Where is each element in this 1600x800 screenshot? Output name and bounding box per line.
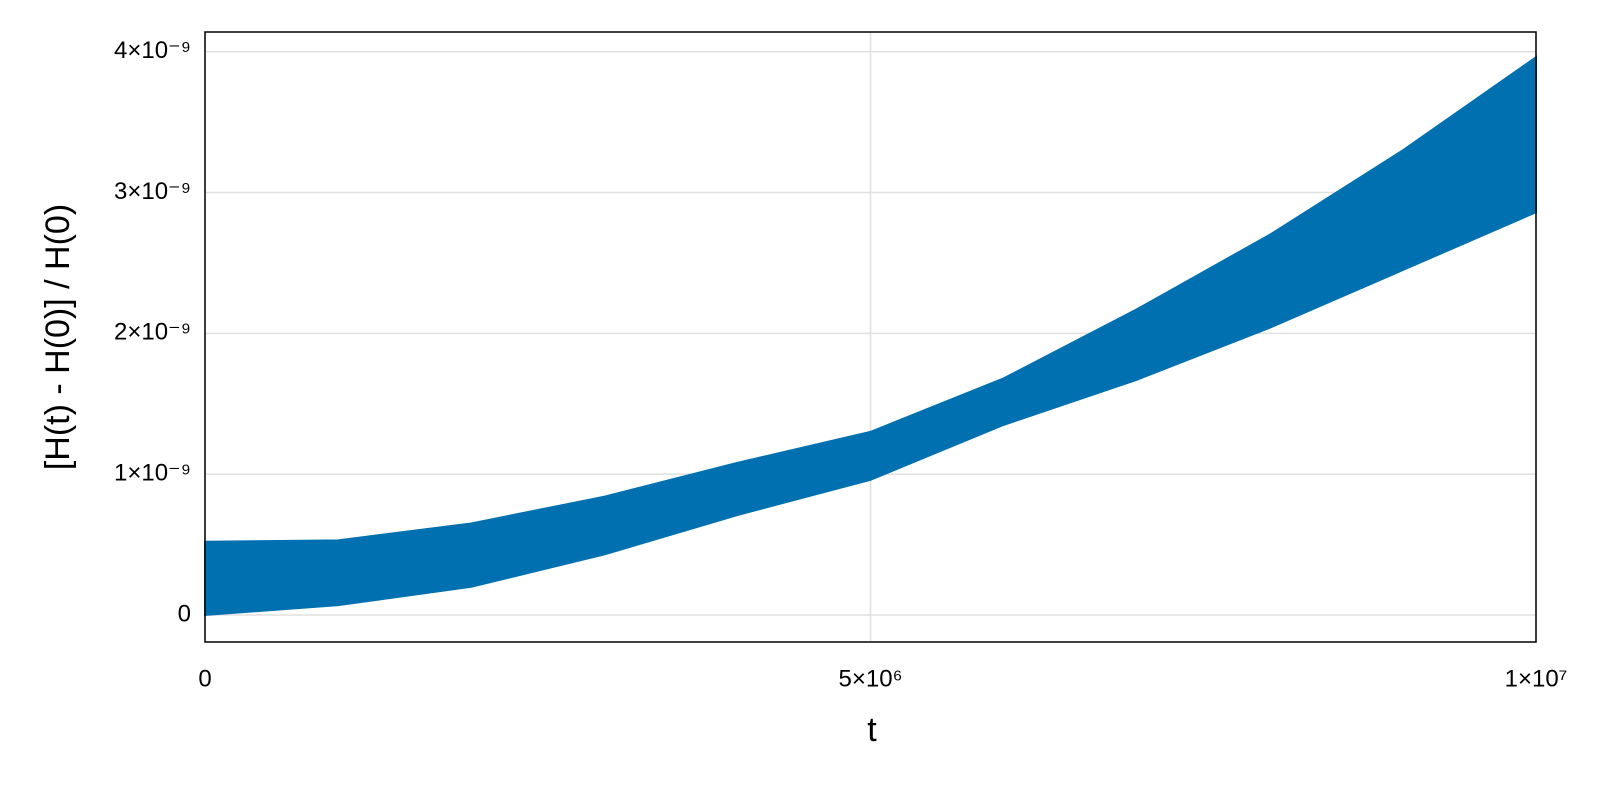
x-tick-label: 5×10⁶ [839,665,903,692]
plot-frame [204,31,1537,643]
y-tick-label: 4×10⁻⁹ [114,37,191,64]
x-axis-label: t [867,711,877,749]
y-tick-label: 2×10⁻⁹ [114,319,191,346]
y-tick-label: 0 [178,600,191,627]
x-tick-label: 0 [198,665,211,692]
x-tick-label: 1×10⁷ [1505,665,1568,692]
y-axis-label: [H(t) - H(0)] / H(0) [39,204,77,470]
y-tick-label: 1×10⁻⁹ [114,459,191,486]
y-tick-label: 3×10⁻⁹ [114,178,191,205]
